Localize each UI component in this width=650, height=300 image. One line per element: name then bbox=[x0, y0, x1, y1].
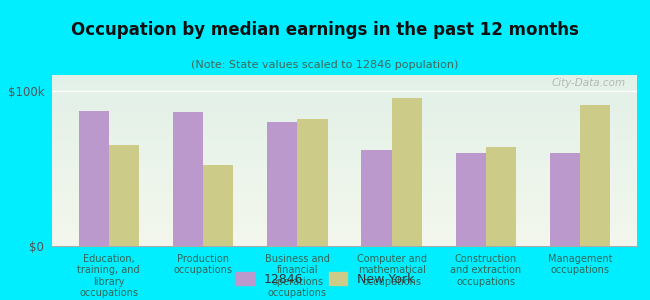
Bar bbox=[486, 146, 516, 246]
Text: City-Data.com: City-Data.com bbox=[551, 78, 625, 88]
Legend: 12846, New York: 12846, New York bbox=[230, 267, 420, 291]
Text: (Note: State values scaled to 12846 population): (Note: State values scaled to 12846 popu… bbox=[191, 60, 459, 70]
Bar bbox=[550, 153, 580, 246]
Bar bbox=[392, 98, 422, 246]
Bar bbox=[361, 150, 392, 246]
Bar bbox=[297, 118, 328, 246]
Bar bbox=[203, 165, 233, 246]
Bar bbox=[580, 104, 610, 246]
Bar bbox=[79, 111, 109, 246]
Bar bbox=[109, 145, 139, 246]
Bar bbox=[456, 153, 486, 246]
Text: Occupation by median earnings in the past 12 months: Occupation by median earnings in the pas… bbox=[71, 21, 579, 39]
Bar bbox=[267, 122, 297, 246]
Bar bbox=[173, 112, 203, 246]
